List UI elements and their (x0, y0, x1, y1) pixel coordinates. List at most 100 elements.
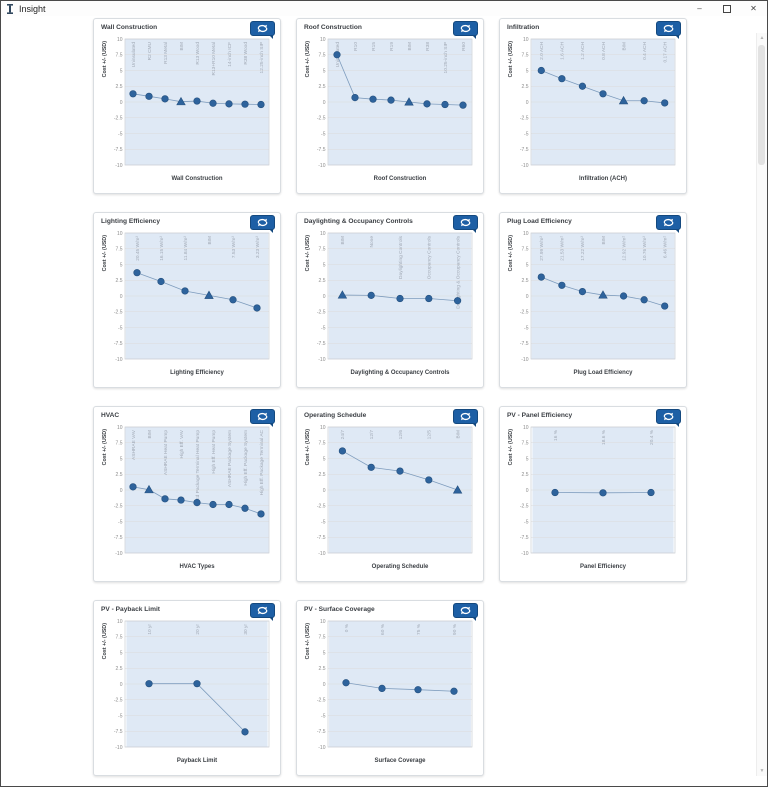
data-point[interactable] (661, 99, 669, 107)
y-tick-label: 10 (117, 37, 123, 43)
factor-card: Roof Construction 10 7.5 5 2.5 0 -2.5 -5 -7.5 -1… (296, 18, 484, 194)
y-tick-label: 10 (523, 231, 529, 237)
data-point[interactable] (367, 463, 375, 471)
y-tick-label: 2.5 (116, 278, 123, 284)
bim-point[interactable] (337, 290, 348, 299)
data-point[interactable] (459, 101, 467, 109)
data-point[interactable] (129, 483, 137, 491)
compare-button[interactable] (453, 603, 478, 621)
data-point[interactable] (537, 66, 545, 75)
bim-point[interactable] (452, 485, 463, 494)
compare-button[interactable] (656, 215, 681, 233)
data-point[interactable] (425, 294, 433, 303)
minimize-button[interactable]: – (697, 4, 702, 13)
bim-point[interactable] (204, 290, 214, 299)
data-point[interactable] (578, 287, 587, 296)
data-point[interactable] (193, 498, 201, 507)
compare-button[interactable] (453, 21, 478, 39)
data-point[interactable] (209, 500, 217, 509)
data-point[interactable] (193, 680, 201, 688)
factor-chart: 10 7.5 5 2.5 0 -2.5 -5 -7.5 -10 Cost +/- (USD) 16 … (508, 425, 676, 570)
data-point[interactable] (425, 476, 433, 484)
data-point[interactable] (351, 93, 359, 102)
data-point[interactable] (157, 277, 165, 286)
data-point[interactable] (209, 99, 217, 107)
compare-button[interactable] (453, 215, 478, 233)
scroll-down-icon[interactable]: ▼ (759, 768, 765, 774)
data-point[interactable] (229, 296, 237, 304)
data-point[interactable] (640, 97, 648, 105)
data-point[interactable] (661, 302, 669, 310)
compare-button[interactable] (656, 409, 681, 427)
compare-button[interactable] (250, 603, 275, 621)
vertical-scrollbar[interactable]: ▲ ▼ (756, 33, 767, 776)
y-axis-label: Cost +/- (USD) (508, 429, 514, 466)
data-point[interactable] (225, 500, 233, 509)
compare-button[interactable] (250, 409, 275, 427)
data-point[interactable] (257, 100, 265, 109)
close-button[interactable]: ✕ (750, 4, 757, 13)
scrollbar-thumb[interactable] (758, 45, 765, 165)
data-point[interactable] (599, 90, 607, 98)
category-label: 20.4 % (649, 429, 655, 445)
data-point[interactable] (387, 96, 395, 104)
data-point[interactable] (578, 82, 587, 90)
bim-point[interactable] (618, 95, 629, 105)
maximize-button[interactable] (713, 1, 740, 16)
data-point[interactable] (161, 95, 169, 103)
y-tick-label: 10 (523, 425, 529, 431)
data-point[interactable] (177, 496, 185, 504)
data-point[interactable] (193, 97, 201, 105)
data-point[interactable] (253, 304, 261, 312)
data-point[interactable] (441, 100, 449, 109)
data-point[interactable] (619, 292, 628, 300)
data-point[interactable] (241, 728, 249, 736)
category-label: Daylighting & Occupancy Controls (455, 235, 461, 308)
data-point[interactable] (647, 488, 655, 497)
data-point[interactable] (161, 495, 169, 503)
data-point[interactable] (338, 447, 347, 455)
data-point[interactable] (537, 273, 545, 281)
data-point[interactable] (423, 100, 431, 108)
data-point[interactable] (396, 467, 404, 475)
plot-border (124, 38, 270, 166)
compare-button[interactable] (250, 215, 275, 233)
bim-point[interactable] (598, 290, 608, 299)
data-point[interactable] (145, 92, 153, 100)
data-point[interactable] (369, 95, 377, 103)
data-point[interactable] (599, 489, 607, 497)
data-point[interactable] (181, 287, 189, 295)
data-point[interactable] (342, 679, 350, 687)
data-point[interactable] (333, 51, 341, 59)
y-tick-label: 0 (526, 100, 529, 106)
data-point[interactable] (454, 297, 462, 305)
data-point[interactable] (225, 100, 233, 108)
category-label: BIM (147, 430, 153, 439)
data-point[interactable] (133, 269, 141, 277)
scroll-up-icon[interactable]: ▲ (759, 35, 765, 41)
factor-chart: 10 7.5 5 2.5 0 -2.5 -5 -7.5 -10 Cost +/- (USD) 20.… (102, 231, 270, 376)
y-tick-label: 0 (120, 682, 123, 688)
data-point[interactable] (640, 296, 648, 304)
bim-point[interactable] (404, 97, 414, 106)
data-point[interactable] (241, 504, 249, 512)
data-point[interactable] (145, 680, 153, 688)
y-tick-label: 5 (526, 262, 529, 268)
compare-button[interactable] (656, 21, 681, 39)
compare-button[interactable] (250, 21, 275, 39)
data-point[interactable] (241, 100, 249, 108)
data-point[interactable] (378, 684, 386, 693)
data-point[interactable] (558, 281, 566, 289)
data-point[interactable] (414, 686, 422, 694)
data-point[interactable] (129, 90, 137, 98)
data-point[interactable] (396, 294, 404, 303)
plot-border (327, 620, 473, 748)
bim-point[interactable] (144, 484, 154, 494)
data-point[interactable] (257, 510, 265, 518)
compare-button[interactable] (453, 409, 478, 427)
data-point[interactable] (367, 291, 375, 299)
data-point[interactable] (551, 488, 559, 497)
data-point[interactable] (450, 687, 458, 695)
data-point[interactable] (558, 75, 566, 83)
bim-point[interactable] (176, 96, 186, 106)
